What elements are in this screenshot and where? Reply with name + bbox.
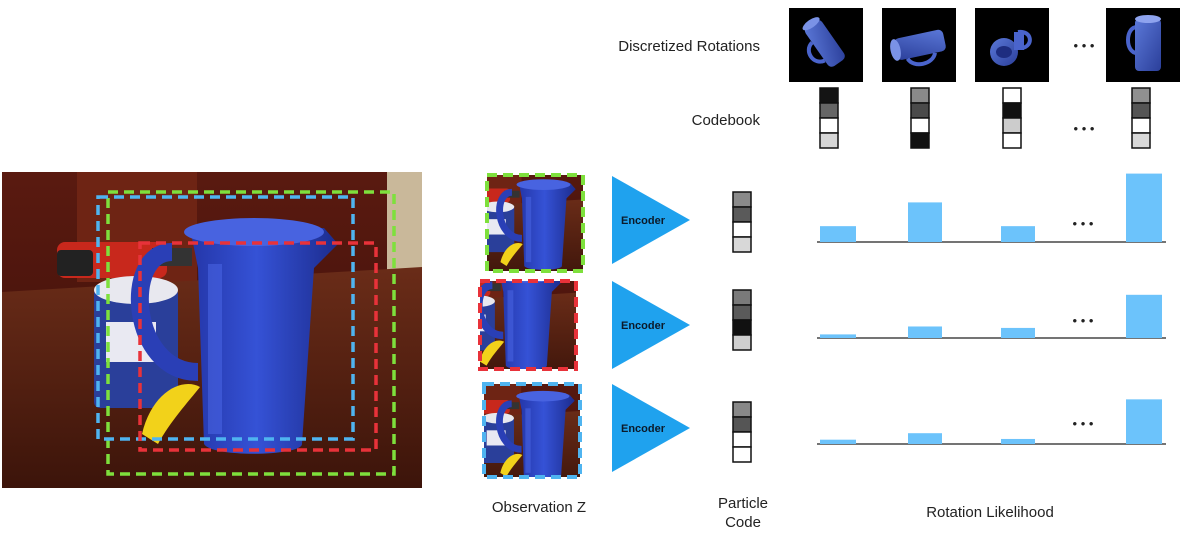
likelihood-bar (1126, 399, 1162, 444)
rotation-render-4 (1106, 8, 1180, 82)
rotation-likelihood-label: Rotation Likelihood (926, 504, 1054, 521)
code-cell (732, 446, 752, 463)
code-cell (732, 236, 752, 253)
likelihood-chart-3 (817, 399, 1166, 445)
code-cell (1131, 87, 1151, 104)
pitcher-render-icon (990, 29, 1032, 66)
code-cell (819, 102, 839, 119)
observation-crop-red (478, 279, 578, 371)
likelihood-bar (1001, 327, 1035, 338)
rotation-likelihood-charts (817, 173, 1166, 445)
code-cell (1131, 102, 1151, 119)
likelihood-bar (1126, 173, 1162, 242)
likelihood-ellipsis-3: • • • (1073, 416, 1094, 431)
pitcher-render-icon (890, 29, 946, 67)
code-cell (732, 289, 752, 306)
code-cell (732, 319, 752, 336)
likelihood-bar (1126, 294, 1162, 338)
likelihood-bar (1001, 226, 1035, 242)
code-cell (819, 132, 839, 149)
rotation-render-2 (882, 8, 956, 82)
red-particle-box (138, 241, 378, 452)
likelihood-chart-2 (817, 294, 1166, 339)
likelihood-bar (820, 334, 856, 338)
scene-image (2, 172, 422, 488)
particle-code-label-line1: Particle (718, 495, 768, 512)
pitcher-render-icon (1126, 15, 1161, 71)
code-cell (1002, 87, 1022, 104)
code-cell (1002, 132, 1022, 149)
likelihood-bar (908, 202, 942, 242)
codebook-code-4 (1131, 87, 1151, 149)
encoders: Encoder Encoder Encoder (612, 176, 690, 472)
likelihood-bar (820, 439, 856, 444)
code-cell (732, 334, 752, 351)
code-cell (732, 416, 752, 433)
likelihood-chart-1 (817, 173, 1166, 243)
code-cell (1131, 132, 1151, 149)
particle-code-label-line2: Code (725, 514, 761, 531)
code-cell (732, 206, 752, 223)
code-cell (910, 102, 930, 119)
code-cell (1131, 117, 1151, 134)
code-cell (910, 87, 930, 104)
particle-codes (732, 191, 752, 463)
codebook-code-3 (1002, 87, 1022, 149)
encoder-label: Encoder (621, 423, 666, 435)
likelihood-ellipsis-2: • • • (1073, 313, 1094, 328)
code-cell (732, 401, 752, 418)
rotation-render-1 (789, 8, 863, 82)
pitcher-render-icon (802, 17, 845, 67)
encoder-3: Encoder (612, 384, 690, 472)
likelihood-bar (908, 326, 942, 338)
code-cell (732, 431, 752, 448)
green-particle-box (106, 190, 396, 476)
likelihood-bar (820, 226, 856, 242)
observation-crops (478, 173, 585, 479)
encoder-label: Encoder (621, 215, 666, 227)
observation-label: Observation Z (492, 499, 586, 516)
code-cell (910, 132, 930, 149)
likelihood-bar (908, 433, 942, 444)
rgbd-scene-photo-icon (2, 172, 422, 488)
rotation-renders (789, 8, 1180, 82)
rotations-ellipsis: • • • (1074, 38, 1095, 53)
code-cell (732, 221, 752, 238)
particle-code-2 (732, 289, 752, 351)
codebook-ellipsis: • • • (1074, 121, 1095, 136)
code-cell (732, 191, 752, 208)
observation-crop-blue (482, 382, 582, 479)
code-cell (819, 117, 839, 134)
particle-code-3 (732, 401, 752, 463)
encoder-1: Encoder (612, 176, 690, 264)
likelihood-ellipsis-1: • • • (1073, 216, 1094, 231)
codebook-codes (819, 87, 1151, 149)
likelihood-bar (1001, 438, 1035, 444)
code-cell (732, 304, 752, 321)
discretized-rotations-label: Discretized Rotations (618, 38, 760, 55)
particle-code-1 (732, 191, 752, 253)
codebook-label: Codebook (692, 112, 761, 129)
code-cell (819, 87, 839, 104)
codebook-code-1 (819, 87, 839, 149)
observation-crop-green (485, 173, 585, 273)
code-cell (910, 117, 930, 134)
encoder-2: Encoder (612, 281, 690, 369)
code-cell (1002, 117, 1022, 134)
encoder-label: Encoder (621, 320, 666, 332)
codebook-code-2 (910, 87, 930, 149)
rotation-render-3 (975, 8, 1049, 82)
code-cell (1002, 102, 1022, 119)
blue-particle-box (96, 195, 355, 441)
